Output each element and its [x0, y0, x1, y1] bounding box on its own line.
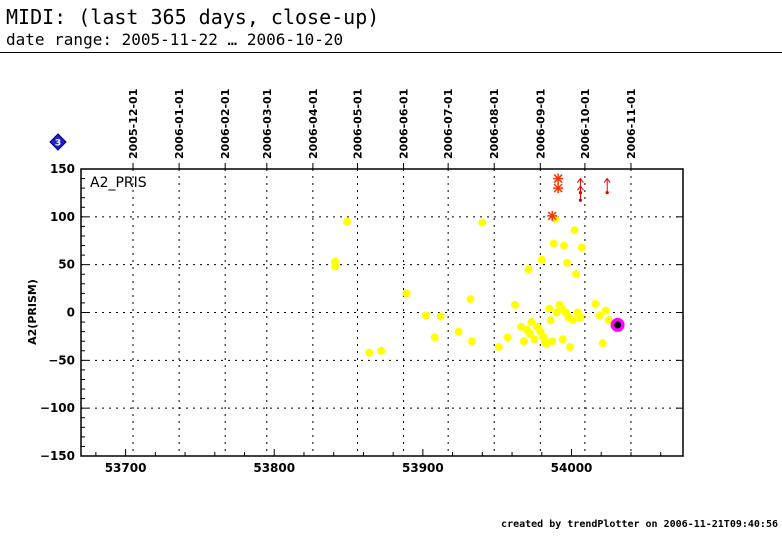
data-point [601, 306, 610, 315]
data-point [467, 337, 476, 346]
y-tick-label: −50 [48, 353, 75, 367]
y-tick-label: −100 [40, 401, 75, 415]
date-tick-label: 2006-06-01 [398, 89, 411, 159]
data-point [527, 318, 536, 327]
arrow-base-dot [578, 198, 583, 202]
data-point [478, 218, 487, 227]
panel-label: A2_PRIS [90, 175, 147, 191]
data-point [511, 300, 520, 309]
diamond-badge: 3 [49, 133, 67, 151]
data-point [569, 316, 578, 325]
chart-title: MIDI: (last 365 days, close-up) [6, 5, 380, 29]
data-point [546, 316, 555, 325]
data-point [595, 311, 604, 320]
data-point [548, 337, 557, 346]
date-tick-label: 2006-10-01 [579, 89, 592, 159]
highlight-center [614, 321, 622, 329]
data-point [598, 339, 607, 348]
y-tick-label: 100 [50, 210, 75, 224]
header-divider [0, 52, 782, 53]
data-point [402, 289, 411, 298]
star-marker [553, 173, 564, 184]
star-stroke [553, 174, 563, 184]
data-point [524, 265, 533, 274]
data-point [331, 262, 340, 271]
date-tick-label: 2006-05-01 [351, 89, 364, 159]
data-point [545, 304, 554, 313]
badge-label: 3 [55, 139, 61, 149]
data-point [591, 299, 600, 308]
data-point [365, 348, 374, 357]
date-tick-label: 2006-07-01 [442, 89, 455, 159]
footer-credit: created by trendPlotter on 2006-11-21T09… [501, 519, 778, 530]
data-point [430, 333, 439, 342]
data-point [516, 322, 525, 331]
y-tick-label: 0 [67, 306, 75, 320]
data-point [343, 217, 352, 226]
x-tick-label: 53900 [402, 461, 444, 475]
x-tick-label: 53800 [253, 461, 295, 475]
star-marker [547, 210, 558, 221]
star-stroke [547, 211, 557, 221]
data-point [530, 335, 539, 344]
y-axis-label: A2(PRISM) [26, 279, 39, 345]
data-point [576, 313, 585, 322]
y-tick-label: 150 [50, 162, 75, 176]
data-point [454, 327, 463, 336]
data-point [519, 337, 528, 346]
data-point [503, 333, 512, 342]
date-tick-label: 2006-02-01 [219, 89, 232, 159]
data-point [577, 243, 586, 252]
data-point [542, 340, 551, 349]
data-point [560, 241, 569, 250]
arrow-head [577, 185, 584, 191]
data-point [604, 316, 613, 325]
data-point [525, 329, 534, 338]
data-point [436, 312, 445, 321]
arrow-base-dot [605, 190, 609, 195]
data-point [494, 342, 503, 351]
arrow-marker [577, 185, 584, 202]
x-tick-label: 53700 [105, 461, 147, 475]
date-tick-label: 2006-03-01 [261, 89, 274, 159]
date-tick-label: 2006-08-01 [488, 89, 501, 159]
y-tick-label: 50 [58, 258, 75, 272]
date-tick-label: 2005-12-01 [127, 89, 140, 159]
data-point [571, 270, 580, 279]
data-point [558, 335, 567, 344]
date-range-subtitle: date range: 2005-11-22 … 2006-10-20 [6, 30, 344, 49]
arrow-head [603, 177, 611, 183]
x-tick-label: 54000 [551, 461, 593, 475]
date-tick-label: 2006-09-01 [534, 89, 547, 159]
date-tick-label: 2006-11-01 [625, 89, 638, 159]
date-tick-label: 2006-01-01 [173, 89, 186, 159]
data-point [466, 295, 475, 304]
data-point [537, 255, 546, 264]
date-tick-label: 2006-04-01 [307, 89, 320, 159]
data-point [377, 346, 386, 355]
star-marker [553, 183, 564, 194]
data-point [549, 239, 558, 248]
arrow-marker [603, 177, 611, 195]
y-tick-label: −150 [40, 449, 75, 463]
data-point [563, 258, 572, 267]
arrow-head [577, 177, 584, 183]
diamond-icon [49, 133, 67, 151]
plot-frame [80, 168, 684, 457]
data-point [570, 226, 579, 235]
data-point [566, 342, 575, 351]
data-point [421, 311, 430, 320]
star-stroke [553, 183, 563, 193]
